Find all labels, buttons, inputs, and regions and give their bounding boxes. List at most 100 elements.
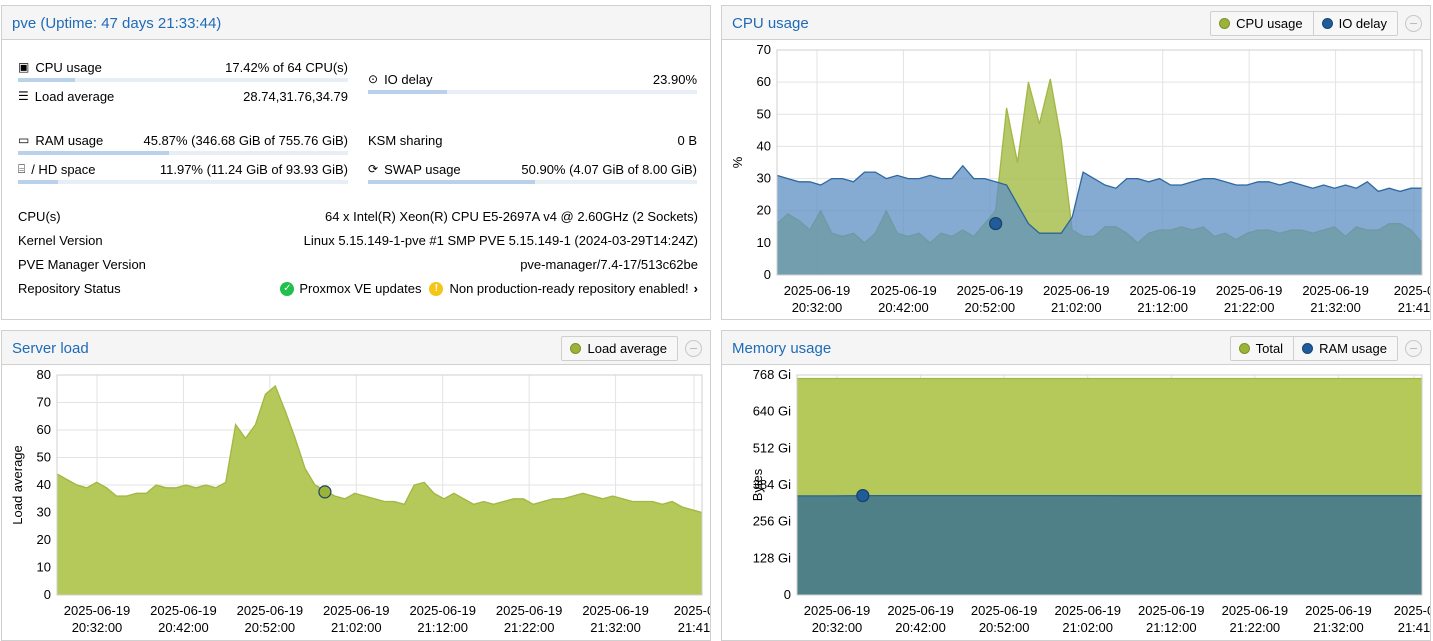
y-tick-label: 60	[757, 74, 771, 89]
y-tick-label: 40	[37, 477, 51, 492]
legend-ram-usage-label: RAM usage	[1319, 341, 1387, 356]
y-tick-label: 256 Gi	[753, 514, 791, 529]
y-tick-label: 384 Gi	[753, 477, 791, 492]
cpu-usage-value: 17.42% of 64 CPU(s)	[225, 59, 348, 75]
cpu-chart-legend: CPU usage IO delay	[1210, 11, 1398, 36]
x-tick-time: 21:02:00	[1062, 620, 1113, 635]
repository-status-link[interactable]: ✓ Proxmox VE updates ! Non production-re…	[280, 281, 698, 296]
load-chart-panel: Server load Load average 0 10 20 30 40 50 60 70…	[1, 330, 711, 641]
y-tick-label: 50	[757, 106, 771, 121]
y-tick-label: 70	[37, 395, 51, 410]
x-tick-date: 2025-06-19	[582, 603, 649, 618]
x-tick-date: 2025-06-19	[1129, 283, 1196, 298]
x-tick-time: 21:32:00	[1310, 300, 1361, 315]
series-area-io-delay	[777, 165, 1422, 275]
legend-ram-usage[interactable]: RAM usage	[1294, 337, 1397, 360]
server-icon: ☰	[18, 89, 29, 103]
y-tick-label: 0	[44, 587, 51, 602]
info-pve-manager: PVE Manager Version pve-manager/7.4-17/5…	[18, 257, 698, 275]
repository-warn-text: Non production-ready repository enabled!	[449, 281, 689, 296]
y-tick-label: 30	[757, 171, 771, 186]
memory-chart-header: Memory usage Total RAM usage	[722, 331, 1430, 365]
x-tick-date: 2025-06-19	[957, 283, 1024, 298]
legend-io-delay[interactable]: IO delay	[1314, 12, 1397, 35]
y-tick-label: 40	[757, 138, 771, 153]
chevron-right-icon: ›	[693, 281, 698, 296]
ksm-sharing-row: KSM sharing 0 B	[368, 131, 697, 149]
cpu-usage-bar	[18, 78, 348, 82]
legend-load-average[interactable]: Load average	[562, 337, 677, 360]
io-delay-bar	[368, 90, 697, 94]
legend-cpu-usage-label: CPU usage	[1236, 16, 1303, 31]
cpus-value: 64 x Intel(R) Xeon(R) CPU E5-2697A v4 @ …	[324, 209, 698, 224]
load-chart: 0 10 20 30 40 50 60 70 80 2025-06-19 20:32:00 2025-…	[10, 367, 710, 635]
x-tick-date: 2025-06-19	[1305, 603, 1372, 618]
load-chart-collapse-button[interactable]	[685, 340, 702, 357]
x-tick-date: 2025-06-19	[1302, 283, 1369, 298]
x-tick-time: 21:22:00	[1230, 620, 1281, 635]
x-tick-time: 21:02:00	[1051, 300, 1102, 315]
x-tick-time: 21:22:00	[504, 620, 555, 635]
x-tick-date: 2025-06-19	[1043, 283, 1110, 298]
ram-usage-label: RAM usage	[35, 132, 104, 148]
legend-dot-cpu-usage	[1219, 18, 1231, 29]
hd-space-label: / HD space	[31, 161, 96, 177]
y-tick-label: 70	[757, 42, 771, 57]
kernel-label: Kernel Version	[18, 233, 103, 248]
x-tick-time: 21:02:00	[331, 620, 382, 635]
x-tick-date: 2025-0	[1394, 603, 1430, 618]
legend-dot-load-average	[570, 343, 582, 354]
memory-chart-collapse-button[interactable]	[1405, 340, 1422, 357]
x-tick-time: 21:41	[1398, 300, 1430, 315]
x-tick-date: 2025-06-19	[1138, 603, 1205, 618]
load-chart-title: Server load	[12, 340, 89, 357]
cpu-usage-label: CPU usage	[35, 59, 102, 75]
swap-usage-row: ⟳ SWAP usage 50.90% (4.07 GiB of 8.00 GiB…	[368, 160, 697, 178]
cpu-icon: ▣	[18, 60, 30, 74]
series-line-load-average	[56, 384, 703, 514]
memory-chart-legend: Total RAM usage	[1229, 336, 1398, 361]
x-tick-date: 2025-0	[674, 603, 710, 618]
x-tick-time: 20:42:00	[895, 620, 946, 635]
status-panel-title: pve (Uptime: 47 days 21:33:44)	[12, 15, 222, 32]
swap-usage-bar-fill	[368, 180, 536, 184]
x-tick-time: 20:52:00	[245, 620, 296, 635]
legend-dot-io-delay	[1321, 18, 1333, 29]
repository-label: Repository Status	[18, 281, 121, 296]
ram-usage-bar	[18, 151, 348, 155]
legend-cpu-usage[interactable]: CPU usage	[1211, 12, 1314, 35]
swap-usage-label: SWAP usage	[384, 161, 461, 177]
hover-marker	[989, 216, 1003, 231]
cpu-chart-collapse-button[interactable]	[1405, 15, 1422, 32]
refresh-icon: ⟳	[368, 162, 379, 176]
legend-total[interactable]: Total	[1231, 337, 1295, 360]
x-tick-time: 20:52:00	[979, 620, 1030, 635]
y-tick-label: 20	[757, 203, 771, 218]
x-tick-time: 21:32:00	[590, 620, 641, 635]
series-area-load-average	[57, 386, 702, 595]
cpu-chart-header: CPU usage CPU usage IO delay	[722, 6, 1430, 40]
plot-border	[776, 49, 1423, 276]
check-circle-icon: ✓	[280, 281, 295, 296]
x-tick-date: 2025-06-19	[1054, 603, 1121, 618]
load-average-label: Load average	[34, 88, 115, 104]
x-tick-date: 2025-06-19	[784, 283, 851, 298]
memory-chart-title: Memory usage	[732, 340, 832, 357]
hd-space-value: 11.97% (11.24 GiB of 93.93 GiB)	[159, 161, 348, 177]
x-tick-time: 21:12:00	[1146, 620, 1197, 635]
load-average-row: ☰ Load average 28.74,31.76,34.79	[18, 87, 348, 105]
load-chart-header: Server load Load average	[2, 331, 710, 365]
x-tick-time: 20:42:00	[158, 620, 209, 635]
y-tick-label: 128 Gi	[753, 550, 791, 565]
io-delay-bar-fill	[368, 90, 447, 94]
x-tick-time: 20:32:00	[812, 620, 863, 635]
y-tick-label: 640 Gi	[753, 404, 791, 419]
y-tick-label: 80	[37, 367, 51, 382]
x-tick-date: 2025-06-19	[64, 603, 131, 618]
ram-usage-row: ▭ RAM usage 45.87% (346.68 GiB of 755.76 …	[18, 131, 348, 149]
repository-ok-text: Proxmox VE updates	[299, 281, 422, 296]
cpu-chart: 0 10 20 30 40 50 60 70 2025-06-19 20:32:00 2025-06…	[730, 42, 1430, 315]
ram-usage-value: 45.87% (346.68 GiB of 755.76 GiB)	[143, 132, 348, 148]
x-tick-date: 2025-06-19	[323, 603, 390, 618]
legend-total-label: Total	[1255, 341, 1284, 356]
